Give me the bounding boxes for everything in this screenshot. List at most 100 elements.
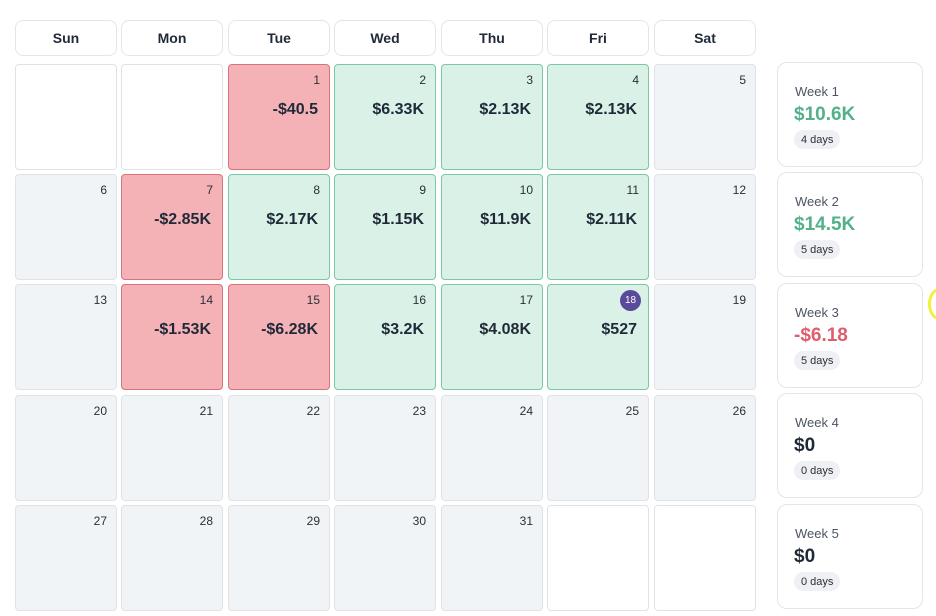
- day-number: 10: [519, 183, 533, 197]
- calendar-day-2[interactable]: 2 $6.33K: [334, 64, 436, 170]
- week-label: Week 1: [795, 84, 839, 99]
- week-summary-list: Week 1 $10.6K 4 days Week 2 $14.5K 5 days Week…: [777, 62, 923, 616]
- calendar-day-26[interactable]: 26: [654, 395, 756, 501]
- day-number: 26: [732, 404, 746, 418]
- day-number: 6: [100, 183, 107, 197]
- week-label: Week 5: [795, 526, 839, 541]
- day-number: 9: [419, 183, 426, 197]
- calendar-day-10[interactable]: 10 $11.9K: [441, 174, 543, 280]
- calendar-day-blank: [121, 64, 223, 170]
- day-number: 30: [412, 514, 426, 528]
- calendar-day-blank: [654, 505, 756, 611]
- calendar-day-19[interactable]: 19: [654, 284, 756, 390]
- calendar-day-17[interactable]: 17 $4.08K: [441, 284, 543, 390]
- day-number: 4: [632, 73, 639, 87]
- calendar-day-31[interactable]: 31: [441, 505, 543, 611]
- weekday-fri: Fri: [547, 20, 649, 56]
- weekday-tue: Tue: [228, 20, 330, 56]
- day-number: 15: [306, 293, 320, 307]
- calendar-day-11[interactable]: 11 $2.11K: [547, 174, 649, 280]
- week-summary-card-3[interactable]: Week 3 -$6.18 5 days: [777, 283, 923, 388]
- calendar-day-14[interactable]: 14 -$1.53K: [121, 284, 223, 390]
- calendar-day-1[interactable]: 1 -$40.5: [228, 64, 330, 170]
- day-number: 22: [306, 404, 320, 418]
- calendar-day-13[interactable]: 13: [15, 284, 117, 390]
- calendar-day-18[interactable]: 18 $527: [547, 284, 649, 390]
- calendar-day-6[interactable]: 6: [15, 174, 117, 280]
- week-total: $14.5K: [794, 214, 856, 235]
- day-number: 21: [199, 404, 213, 418]
- calendar-day-8[interactable]: 8 $2.17K: [228, 174, 330, 280]
- day-pnl-amount: $1.15K: [372, 211, 424, 228]
- day-number: 3: [526, 73, 533, 87]
- calendar-day-28[interactable]: 28: [121, 505, 223, 611]
- cursor-highlight: [928, 288, 936, 320]
- calendar-day-15[interactable]: 15 -$6.28K: [228, 284, 330, 390]
- day-pnl-amount: $6.33K: [372, 101, 424, 118]
- day-number: 31: [519, 514, 533, 528]
- week-label: Week 4: [795, 415, 839, 430]
- calendar-day-12[interactable]: 12: [654, 174, 756, 280]
- week-total: $0: [794, 546, 816, 567]
- week-summary-card-1[interactable]: Week 1 $10.6K 4 days: [777, 62, 923, 167]
- calendar-day-blank: [547, 505, 649, 611]
- calendar-day-22[interactable]: 22: [228, 395, 330, 501]
- calendar-day-24[interactable]: 24: [441, 395, 543, 501]
- day-number: 29: [306, 514, 320, 528]
- day-pnl-amount: -$40.5: [272, 101, 318, 118]
- calendar-day-4[interactable]: 4 $2.13K: [547, 64, 649, 170]
- day-number: 13: [93, 293, 107, 307]
- week-days-badge: 5 days: [794, 351, 841, 370]
- day-number: 5: [739, 73, 746, 87]
- calendar-day-7[interactable]: 7 -$2.85K: [121, 174, 223, 280]
- week-label: Week 2: [795, 194, 839, 209]
- week-days-badge: 0 days: [794, 461, 841, 480]
- week-summary-card-2[interactable]: Week 2 $14.5K 5 days: [777, 172, 923, 277]
- weekday-thu: Thu: [441, 20, 543, 56]
- day-number: 1: [313, 73, 320, 87]
- weekday-wed: Wed: [334, 20, 436, 56]
- week-total: $0: [794, 435, 816, 456]
- day-number: 11: [626, 183, 639, 197]
- day-number: 2: [419, 73, 426, 87]
- week-total: -$6.18: [794, 325, 848, 346]
- calendar-day-9[interactable]: 9 $1.15K: [334, 174, 436, 280]
- weekday-mon: Mon: [121, 20, 223, 56]
- day-number: 17: [519, 293, 533, 307]
- calendar-day-25[interactable]: 25: [547, 395, 649, 501]
- calendar-day-20[interactable]: 20: [15, 395, 117, 501]
- day-number: 19: [732, 293, 746, 307]
- day-pnl-amount: $2.17K: [266, 211, 318, 228]
- weekday-sat: Sat: [654, 20, 756, 56]
- day-number: 28: [199, 514, 213, 528]
- calendar-day-5[interactable]: 5: [654, 64, 756, 170]
- day-number: 12: [732, 183, 746, 197]
- calendar-day-27[interactable]: 27: [15, 505, 117, 611]
- calendar-day-29[interactable]: 29: [228, 505, 330, 611]
- day-pnl-amount: -$2.85K: [154, 211, 211, 228]
- day-pnl-amount: $4.08K: [479, 321, 531, 338]
- day-number: 27: [93, 514, 107, 528]
- calendar-day-23[interactable]: 23: [334, 395, 436, 501]
- day-number: 24: [519, 404, 533, 418]
- calendar-day-16[interactable]: 16 $3.2K: [334, 284, 436, 390]
- day-pnl-amount: $3.2K: [381, 321, 424, 338]
- weekday-header-row: Sun Mon Tue Wed Thu Fri Sat: [15, 20, 757, 57]
- week-summary-card-4[interactable]: Week 4 $0 0 days: [777, 393, 923, 498]
- calendar-day-3[interactable]: 3 $2.13K: [441, 64, 543, 170]
- day-pnl-amount: $11.9K: [480, 211, 531, 228]
- calendar-day-30[interactable]: 30: [334, 505, 436, 611]
- day-number: 7: [206, 183, 213, 197]
- week-days-badge: 0 days: [794, 572, 841, 591]
- week-days-badge: 4 days: [794, 130, 841, 149]
- week-summary-card-5[interactable]: Week 5 $0 0 days: [777, 504, 923, 609]
- calendar-day-21[interactable]: 21: [121, 395, 223, 501]
- day-number: 23: [412, 404, 426, 418]
- week-total: $10.6K: [794, 104, 856, 125]
- day-number: 14: [199, 293, 213, 307]
- week-days-badge: 5 days: [794, 240, 841, 259]
- day-pnl-amount: $2.13K: [585, 101, 637, 118]
- day-pnl-amount: $2.13K: [479, 101, 531, 118]
- day-number: 20: [93, 404, 107, 418]
- day-number: 16: [412, 293, 426, 307]
